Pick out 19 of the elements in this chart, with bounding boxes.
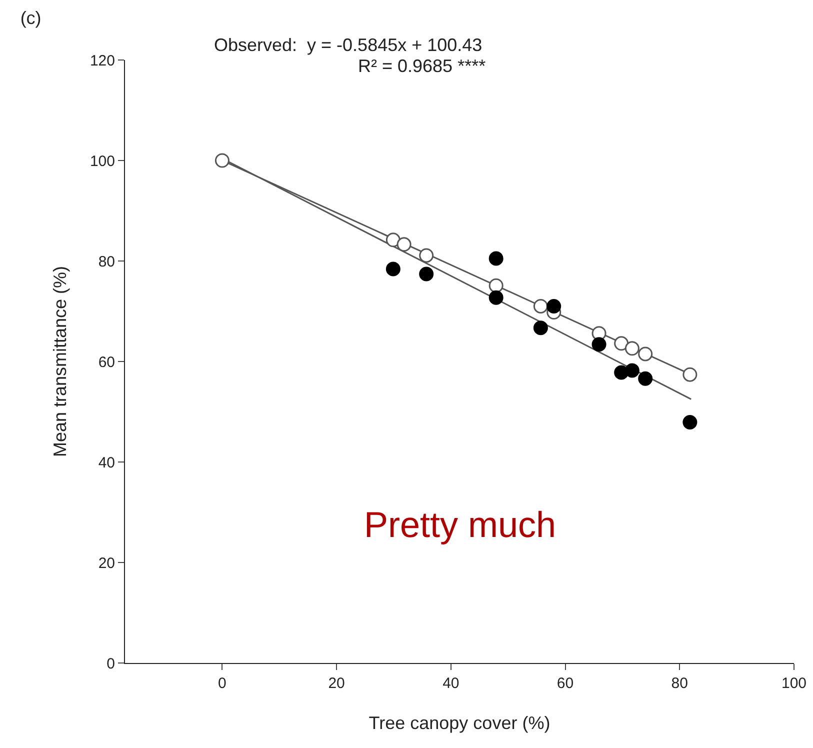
x-tick-label: 100 (781, 675, 807, 692)
y-tick-label: 120 (90, 52, 115, 70)
chart-title: (c) (20, 8, 42, 28)
annotation: Pretty much (364, 504, 556, 545)
x-tick-label: 80 (671, 675, 688, 692)
text: Observed: y = -0.5845x + 100.43 (214, 35, 482, 55)
x-tick-label: 40 (442, 675, 460, 692)
y-tick-label: 80 (98, 253, 115, 270)
y-tick-label: 100 (90, 152, 115, 170)
y-tick-label: 60 (98, 354, 115, 371)
y-tick-label: 20 (98, 554, 115, 572)
y-tick-label: 40 (98, 454, 115, 472)
x-tick-label: 60 (556, 675, 574, 692)
x-tick-label: 0 (218, 675, 226, 692)
x-tick-label: 20 (328, 675, 345, 692)
x-axis-title: Tree canopy cover (%) (368, 713, 550, 734)
y-axis-title: Mean transmittance (%) (50, 266, 70, 458)
annotation: R² = 0.9685 **** (358, 56, 486, 76)
y-tick-label: 0 (106, 655, 115, 672)
